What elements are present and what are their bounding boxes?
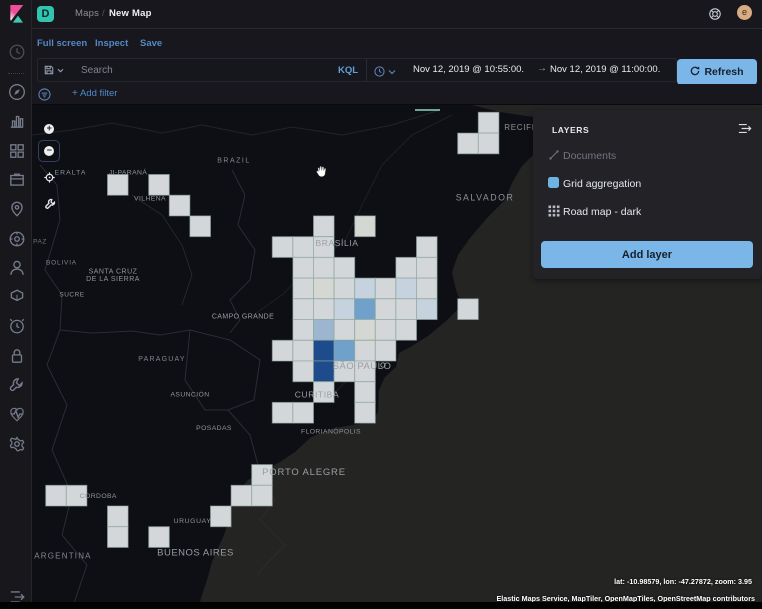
svg-text:ASUNCIÓN: ASUNCIÓN: [170, 390, 209, 399]
svg-text:SUCRE: SUCRE: [59, 292, 84, 299]
svg-text:ERALTA: ERALTA: [54, 170, 86, 177]
svg-text:BUENOS AIRES: BUENOS AIRES: [157, 547, 234, 558]
svg-text:BRAZIL: BRAZIL: [217, 158, 251, 165]
svg-text:PORTO ALEGRE: PORTO ALEGRE: [262, 467, 346, 478]
svg-text:URUGUAY: URUGUAY: [174, 518, 212, 525]
svg-text:CURITIBA: CURITIBA: [295, 390, 339, 400]
svg-text:RECIFE: RECIFE: [504, 123, 538, 132]
svg-text:CAMPO GRANDE: CAMPO GRANDE: [212, 314, 274, 321]
svg-text:CORDOBA: CORDOBA: [80, 493, 117, 500]
svg-text:ARGENTINA: ARGENTINA: [34, 552, 91, 561]
svg-text:SALVADOR: SALVADOR: [456, 193, 515, 203]
svg-text:PAZ: PAZ: [33, 239, 47, 246]
svg-text:JI-PARANÁ: JI-PARANÁ: [109, 168, 148, 177]
svg-text:SANTA CRUZ: SANTA CRUZ: [89, 269, 138, 276]
svg-text:DE LA SIERRA: DE LA SIERRA: [86, 276, 140, 283]
svg-text:POSADAS: POSADAS: [196, 425, 232, 432]
svg-text:SÃO PAULO: SÃO PAULO: [333, 361, 392, 372]
svg-text:BRASÍLIA: BRASÍLIA: [315, 238, 358, 248]
svg-text:FLORIANÓPOLIS: FLORIANÓPOLIS: [301, 427, 361, 436]
svg-text:PARAGUAY: PARAGUAY: [138, 356, 185, 363]
svg-text:BOLIVIA: BOLIVIA: [46, 260, 77, 267]
svg-text:VILHENA: VILHENA: [134, 196, 166, 203]
